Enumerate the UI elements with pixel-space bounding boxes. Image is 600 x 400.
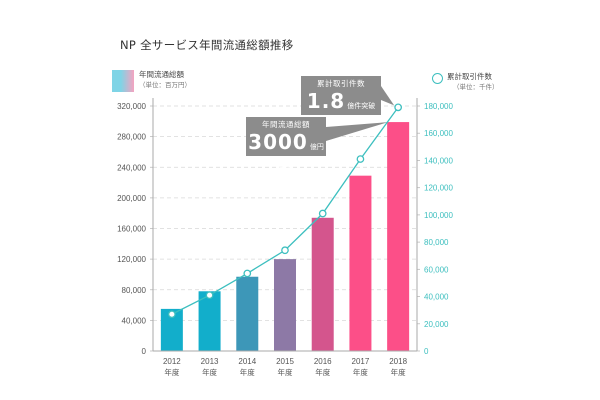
left-axis-tick-label: 200,000 [117,194,146,203]
left-axis-tick-label: 240,000 [117,163,146,172]
callout-transactions-label: 累計取引件数 [317,79,365,88]
x-axis-suffix-label: 年度 [164,367,179,377]
line-point [205,291,214,300]
right-axis-tick-label: 180,000 [424,102,453,111]
right-axis-tick-label: 40,000 [424,293,449,302]
line-series [168,103,402,319]
x-axis-suffix-label: 年度 [353,367,368,377]
x-axis-year-label: 2015 [276,357,294,366]
x-axis-year-label: 2014 [238,357,256,366]
left-axis-tick-label: 280,000 [117,133,146,142]
x-axis-suffix-label: 年度 [278,367,293,377]
callout-transactions-pointer [381,86,395,106]
callout-pointers [326,86,395,141]
line-point [318,209,327,218]
right-axis-tick-label: 0 [424,347,429,356]
left-axis-tick-label: 80,000 [122,286,147,295]
bar [349,175,372,351]
right-axis-tick-label: 80,000 [424,238,449,247]
x-axis-suffix-label: 年度 [202,367,217,377]
bar [311,217,334,351]
axes: 0 40,000 80,000 120,000 160,000 200,000 240,00… [117,98,453,356]
right-axis-tick-label: 100,000 [424,211,453,220]
legend-bar-unit: （単位：百万円） [139,81,191,89]
callout-gmv-value: 3000 [248,130,308,154]
callout-gmv-suffix: 億円突破 [279,143,324,171]
line-point [356,155,365,163]
bar [236,276,259,351]
x-axis-year-label: 2016 [314,357,332,366]
chart-title: NP 全サービス年間流通総額推移 [120,38,294,52]
legend-line-unit: （単位：千件） [453,83,499,91]
left-axis-tick-label: 40,000 [122,316,147,325]
callout-gmv: 年間流通総額 3000 億円突破 [246,117,326,171]
line-point [281,246,289,255]
right-axis-tick-label: 20,000 [424,320,449,329]
callout-gmv-label: 年間流通総額 [262,120,310,129]
right-axis-tick-label: 140,000 [424,156,453,165]
x-axis-year-label: 2013 [201,357,219,366]
line-point [168,310,176,319]
x-axis-labels: 2012年度2013年度2014年度2015年度2016年度2017年度2018… [163,357,408,377]
right-axis-tick-label: 160,000 [424,129,453,138]
legend-line-label: 累計取引件数 [447,72,492,81]
right-axis-tick-label: 120,000 [424,184,453,193]
legend-bar-label: 年間流通総額 [139,70,184,79]
bar [387,122,410,351]
x-axis-suffix-label: 年度 [240,367,255,377]
legend-line-series: 累計取引件数 （単位：千件） [432,72,499,92]
x-axis-year-label: 2018 [389,357,407,366]
gradient-swatch-icon [112,70,134,92]
right-axis-tick-label: 60,000 [424,265,449,274]
callout-transactions-suffix: 億件突破 [347,102,376,110]
callout-transactions-value: 1.8 [306,89,346,113]
left-axis-tick-label: 320,000 [117,102,146,111]
bar-series [160,122,410,351]
bar [274,259,296,351]
x-axis-suffix-label: 年度 [315,367,330,377]
line-point [243,269,252,278]
callout-transactions: 累計取引件数 1.8 億件突破 [301,76,381,115]
legend-bar-series: 年間流通総額 （単位：百万円） [112,70,191,92]
left-axis-tick-label: 160,000 [117,225,146,234]
callout-gmv-pointer [326,122,389,141]
line-point [394,103,402,112]
x-axis-suffix-label: 年度 [391,367,406,377]
left-axis-tick-label: 120,000 [117,255,146,264]
x-axis-year-label: 2017 [352,357,370,366]
bar [198,291,221,351]
circle-marker-icon [432,73,443,84]
x-axis-year-label: 2012 [163,357,181,366]
left-axis-tick-label: 0 [142,347,147,356]
bar [160,308,183,351]
